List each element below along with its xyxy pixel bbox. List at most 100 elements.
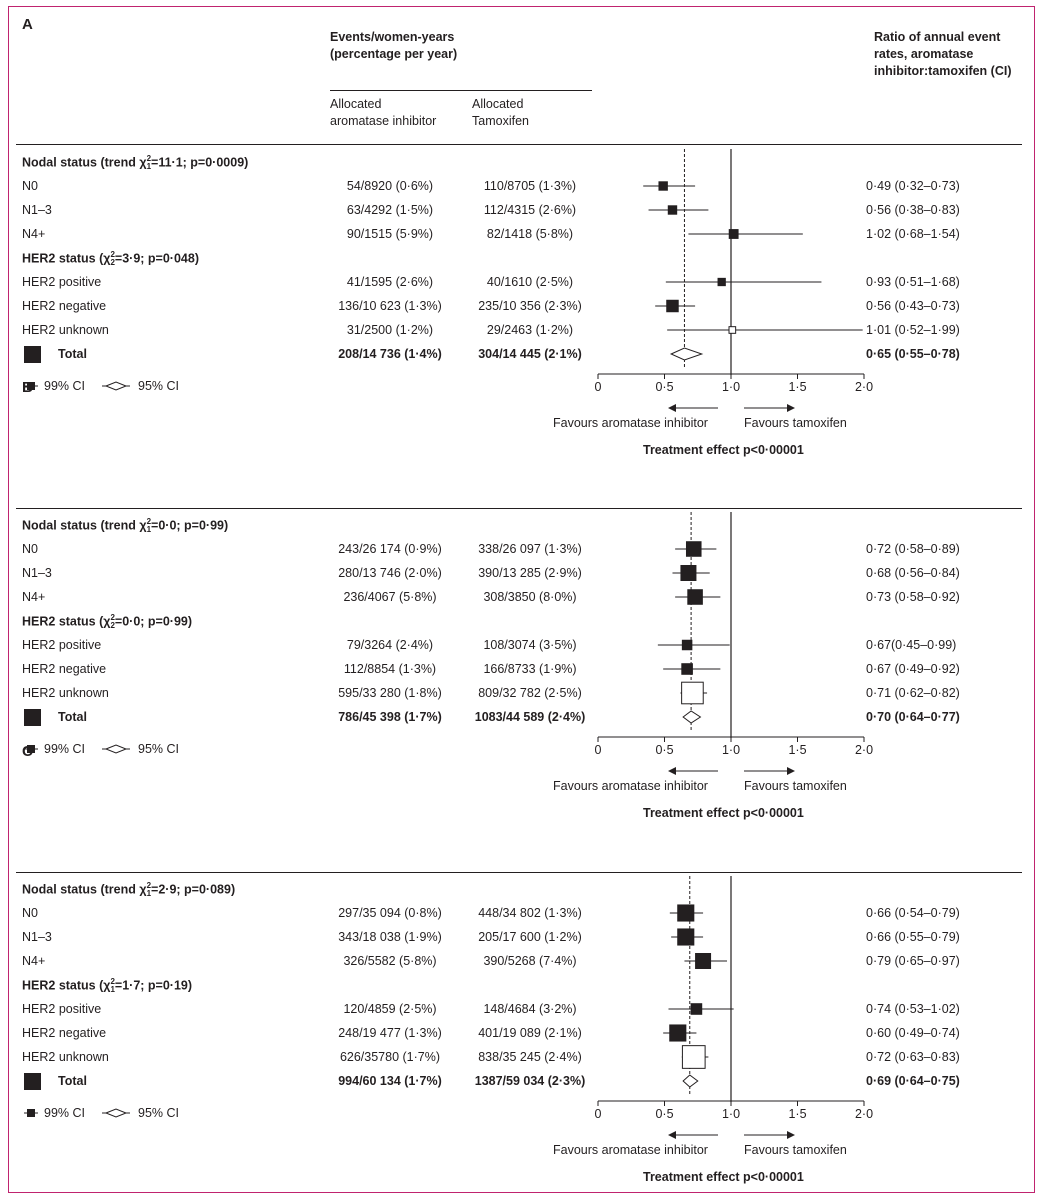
subgroup-label: N1–3 — [22, 930, 52, 944]
ai-events: 280/13 746 (2·0%) — [338, 566, 442, 580]
ai-events: 326/5582 (5·8%) — [343, 954, 437, 968]
point-estimate-square — [681, 681, 704, 705]
subgroup-label: N0 — [22, 906, 38, 920]
subgroup-label: HER2 positive — [22, 275, 102, 289]
total-label: Total — [58, 710, 87, 724]
subgroup-label: HER2 unknown — [22, 686, 109, 700]
x-tick-label: 2·0 — [854, 1107, 874, 1121]
subgroup-label: N0 — [22, 179, 38, 193]
favours-ai-arrowhead — [668, 767, 676, 775]
subgroup-label: HER2 negative — [22, 1026, 107, 1040]
total-tam-events: 304/14 445 (2·1%) — [478, 347, 582, 361]
favours-tam-label: Favours tamoxifen — [744, 779, 847, 793]
favours-tam-label: Favours tamoxifen — [744, 1143, 847, 1157]
tam-events: 108/3074 (3·5%) — [483, 638, 577, 652]
favours-tam-arrowhead — [787, 404, 795, 412]
tam-events: 112/4315 (2·6%) — [483, 203, 577, 217]
point-estimate-square — [681, 663, 693, 675]
tam-events: 148/4684 (3·2%) — [483, 1002, 577, 1016]
favours-ai-label: Favours aromatase inhibitor — [553, 1143, 708, 1157]
ai-events: 343/18 038 (1·9%) — [338, 930, 442, 944]
tam-events: 838/35 245 (2·4%) — [478, 1050, 582, 1064]
tam-events: 338/26 097 (1·3%) — [478, 542, 582, 556]
events-header-rule — [330, 90, 592, 91]
ai-events: 243/26 174 (0·9%) — [338, 542, 442, 556]
ai-events: 626/35780 (1·7%) — [339, 1050, 441, 1064]
legend-ci99-square — [27, 1109, 35, 1117]
ratio-ci: 0·67 (0·49–0·92) — [866, 662, 960, 676]
total-marker — [24, 346, 41, 363]
subgroup-label: HER2 positive — [22, 638, 102, 652]
ratio-ci: 0·74 (0·53–1·02) — [866, 1002, 960, 1016]
x-tick-label: 1·0 — [721, 380, 741, 394]
point-estimate-square — [669, 1024, 687, 1042]
legend-ci95-label: 95% CI — [138, 742, 179, 756]
total-diamond — [682, 1074, 699, 1088]
point-estimate-square — [681, 639, 693, 651]
legend-ci95-label: 95% CI — [138, 1106, 179, 1120]
total-tam-events: 1083/44 589 (2·4%) — [474, 710, 586, 724]
tam-events: 40/1610 (2·5%) — [486, 275, 574, 289]
ai-events: 136/10 623 (1·3%) — [338, 299, 442, 313]
panel-label-a: A — [22, 16, 33, 33]
legend-ci95-diamond — [104, 1108, 128, 1118]
events-title: Events/women-years (percentage per year) — [330, 30, 458, 61]
ratio-column-header: Ratio of annual event rates, aromatase i… — [874, 30, 1012, 78]
ratio-ci: 0·93 (0·51–1·68) — [866, 275, 960, 289]
x-tick-label: 0 — [594, 380, 602, 394]
legend-ci95-label: 95% CI — [138, 379, 179, 393]
ratio-ci: 0·56 (0·38–0·83) — [866, 203, 960, 217]
subgroup-label: N4+ — [22, 590, 46, 604]
ratio-ci: 0·60 (0·49–0·74) — [866, 1026, 960, 1040]
favours-ai-label: Favours aromatase inhibitor — [553, 416, 708, 430]
x-tick-label: 1·0 — [721, 743, 741, 757]
tam-events: 401/19 089 (2·1%) — [478, 1026, 582, 1040]
legend-ci99-square — [27, 745, 35, 753]
panel-rule — [16, 144, 1022, 145]
subgroup-label: HER2 unknown — [22, 1050, 109, 1064]
total-ai-events: 786/45 398 (1·7%) — [338, 710, 442, 724]
total-label: Total — [58, 347, 87, 361]
ratio-ci: 0·49 (0·32–0·73) — [866, 179, 960, 193]
ai-events: 297/35 094 (0·8%) — [338, 906, 442, 920]
subgroup-label: N4+ — [22, 227, 46, 241]
treatment-effect: Treatment effect p<0·00001 — [643, 806, 804, 820]
tam-events: 110/8705 (1·3%) — [483, 179, 577, 193]
subgroup-label: N0 — [22, 542, 38, 556]
legend-ci95-diamond — [104, 744, 128, 754]
figure-frame — [8, 6, 1035, 1193]
ratio-ci: 1·01 (0·52–1·99) — [866, 323, 960, 337]
favours-tam-arrowhead — [787, 767, 795, 775]
tam-events: 82/1418 (5·8%) — [486, 227, 574, 241]
ai-events: 90/1515 (5·9%) — [346, 227, 434, 241]
point-estimate-square — [685, 541, 702, 557]
tam-events: 308/3850 (8·0%) — [483, 590, 577, 604]
ratio-ci: 0·56 (0·43–0·73) — [866, 299, 960, 313]
x-tick-label: 1·5 — [788, 743, 807, 757]
ai-events: 236/4067 (5·8%) — [343, 590, 437, 604]
x-tick-label: 1·0 — [721, 1107, 741, 1121]
subgroup-label: N1–3 — [22, 566, 52, 580]
total-marker — [24, 709, 41, 726]
point-estimate-square — [667, 205, 678, 215]
point-estimate-square — [695, 953, 712, 969]
ai-events: 595/33 280 (1·8%) — [338, 686, 442, 700]
subgroup-label: HER2 negative — [22, 662, 107, 676]
ratio-ci: 0·67(0·45–0·99) — [866, 638, 957, 652]
tam-events: 166/8733 (1·9%) — [483, 662, 577, 676]
nodal-status-header: Nodal status (trend χ2 1=2·9; p=0·089) — [22, 881, 236, 898]
ratio-ci: 0·73 (0·58–0·92) — [866, 590, 960, 604]
subgroup-label: N1–3 — [22, 203, 52, 217]
point-estimate-square — [690, 1003, 703, 1015]
ratio-ci: 0·68 (0·56–0·84) — [866, 566, 960, 580]
favours-tam-arrowhead — [787, 1131, 795, 1139]
panel-rule — [16, 872, 1022, 873]
her2-status-header: HER2 status (χ2 2=3·9; p=0·048) — [22, 250, 199, 267]
total-ratio-ci: 0·65 (0·55–0·78) — [866, 347, 960, 361]
x-tick-label: 0·5 — [655, 380, 674, 394]
total-marker — [24, 1073, 41, 1090]
her2-status-header: HER2 status (χ2 1=1·7; p=0·19) — [22, 977, 193, 994]
panel-rule — [16, 508, 1022, 509]
x-tick-label: 0 — [594, 1107, 602, 1121]
